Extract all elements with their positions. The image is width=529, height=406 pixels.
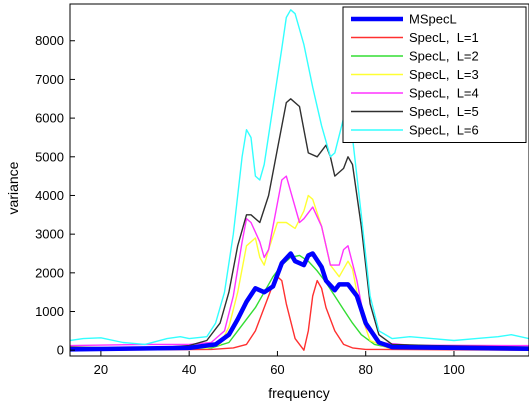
y-tick-label-7: 7000 [35,72,64,87]
series-line-2 [70,254,529,351]
plot-area [70,9,529,352]
legend-label-3: SpecL, L=3 [409,67,479,82]
legend-label-0: MSpecL [409,12,457,27]
y-tick-label-5: 5000 [35,149,64,164]
y-axis-label: variance [5,161,21,214]
y-tick-label-8: 8000 [35,33,64,48]
series-line-5 [70,98,529,349]
y-tick-label-3: 3000 [35,227,64,242]
legend: MSpecL SpecL, L=1 SpecL, L=2 SpecL, L=3 Spec… [342,6,527,143]
legend-label-1: SpecL, L=1 [409,30,479,45]
x-tick-label-4: 100 [443,362,465,377]
axes: 0 1000 2000 3000 4000 5000 6000 7000 8000 20 40 60 8… [35,3,529,377]
y-tick-label-4: 4000 [35,188,64,203]
series-line-6 [70,9,529,346]
y-tick-label-6: 6000 [35,111,64,126]
legend-label-6: SpecL, L=6 [409,123,479,138]
x-axis-label: frequency [268,385,329,401]
series-line-1 [70,276,529,351]
legend-label-2: SpecL, L=2 [409,49,479,64]
series-line-3 [70,194,529,350]
series-line-0 [70,251,529,352]
x-tick-label-3: 80 [358,362,372,377]
series-line-4 [70,175,529,347]
x-tick-label-0: 20 [94,362,108,377]
x-tick-label-1: 40 [182,362,196,377]
legend-label-4: SpecL, L=4 [409,86,479,101]
y-tick-label-0: 0 [57,343,64,358]
x-tick-label-2: 60 [270,362,284,377]
y-tick-label-2: 2000 [35,265,64,280]
plot-frame [69,3,529,357]
legend-label-5: SpecL, L=5 [409,104,479,119]
y-tick-label-1: 1000 [35,304,64,319]
